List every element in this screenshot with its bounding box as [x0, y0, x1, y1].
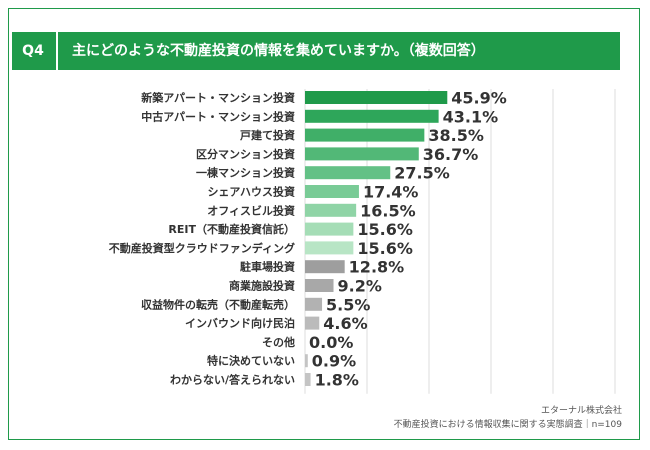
value-label: 0.9%: [312, 352, 356, 371]
value-label: 38.5%: [428, 126, 484, 145]
question-header: Q4 主にどのような不動産投資の情報を集めていますか。（複数回答）: [12, 32, 620, 70]
category-label: インバウンド向け民泊: [185, 316, 295, 330]
value-label: 43.1%: [443, 107, 499, 126]
value-label: 1.8%: [315, 371, 359, 390]
category-label: シェアハウス投資: [207, 185, 295, 199]
value-label: 27.5%: [394, 164, 450, 183]
category-label: わからない/答えられない: [170, 373, 295, 387]
bar: [305, 241, 354, 255]
bar: [305, 185, 359, 198]
value-label: 12.8%: [349, 258, 405, 277]
value-label: 45.9%: [451, 89, 507, 108]
value-label: 36.7%: [423, 145, 479, 164]
bar: [305, 354, 308, 368]
category-label: 商業施設投資: [229, 279, 295, 293]
value-label: 15.6%: [357, 220, 413, 239]
value-label: 9.2%: [338, 277, 382, 296]
value-label: 15.6%: [357, 239, 413, 258]
category-label: 不動産投資型クラウドファンディング: [109, 241, 295, 255]
question-number: Q4: [22, 43, 44, 59]
category-label: オフィスビル投資: [207, 203, 295, 217]
bar: [305, 147, 419, 161]
category-label: 中古アパート・マンション投資: [141, 109, 295, 123]
bar: [305, 279, 334, 292]
category-label: 収益物件の転売（不動産転売）: [141, 297, 295, 311]
value-label: 0.0%: [309, 333, 353, 352]
category-label: 駐車場投資: [240, 260, 295, 274]
category-label: 区分マンション投資: [196, 147, 295, 161]
bar: [305, 297, 323, 311]
value-label: 17.4%: [363, 183, 419, 202]
category-label: 新築アパート・マンション投資: [141, 91, 295, 105]
bar: [305, 109, 439, 123]
value-label: 16.5%: [360, 201, 416, 220]
bar: [305, 203, 357, 217]
category-label: 戸建て投資: [240, 128, 295, 142]
category-label: 特に決めていない: [207, 354, 295, 368]
source-survey: 不動産投資における情報収集に関する実態調査｜n=109: [393, 420, 622, 430]
value-label: 4.6%: [323, 314, 367, 333]
bar: [305, 260, 345, 274]
question-text: 主にどのような不動産投資の情報を集めていますか。（複数回答）: [72, 43, 485, 59]
category-label: その他: [262, 335, 295, 349]
bar: [305, 373, 311, 386]
bar: [305, 166, 391, 180]
category-label: 一棟マンション投資: [196, 166, 295, 180]
value-label: 5.5%: [326, 295, 370, 314]
source-company: エターナル株式会社: [540, 406, 622, 416]
bar: [305, 316, 320, 330]
bar: [305, 91, 448, 104]
bar: [305, 128, 425, 142]
bar: [305, 222, 354, 236]
category-label: REIT（不動産投資信託）: [168, 222, 295, 236]
header-divider: [56, 32, 58, 70]
